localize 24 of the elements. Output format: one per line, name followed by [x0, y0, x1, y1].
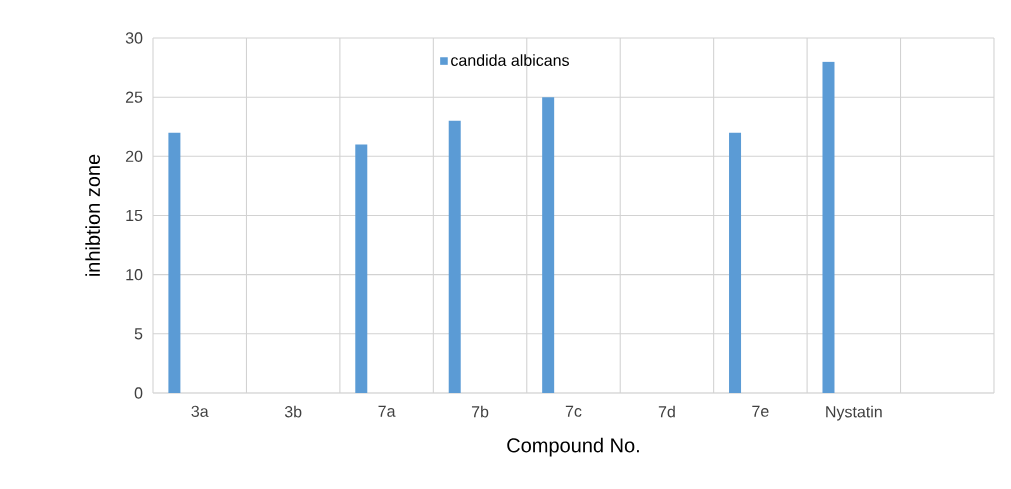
- y-tick-label: 10: [126, 269, 143, 281]
- bar: [168, 132, 181, 393]
- y-tick-label: 5: [134, 328, 143, 340]
- legend-label: candida albicans: [451, 54, 569, 66]
- x-tick-label: 7e: [752, 405, 769, 417]
- x-tick-label: 7b: [471, 405, 489, 418]
- bar: [542, 97, 555, 393]
- x-tick-label: 3a: [191, 405, 209, 418]
- bar: [448, 120, 461, 393]
- y-tick-label: 25: [125, 91, 143, 103]
- bar: [822, 61, 835, 393]
- x-tick-label: 7d: [658, 405, 675, 418]
- x-tick-label: 3b: [284, 405, 302, 418]
- x-tick-label: 7a: [378, 405, 396, 417]
- y-tick-label: 0: [134, 387, 143, 399]
- x-tick-label: 7c: [565, 405, 582, 417]
- x-axis-title: Compound No.: [507, 437, 639, 457]
- y-tick-label: 30: [125, 32, 143, 44]
- y-axis-title: inhibtion zone: [85, 154, 101, 276]
- y-tick-label: 20: [125, 150, 143, 162]
- bar: [729, 132, 742, 393]
- x-tick-label: Nystatin: [826, 405, 882, 421]
- y-tick-label: 15: [126, 209, 143, 222]
- bar: [355, 144, 368, 393]
